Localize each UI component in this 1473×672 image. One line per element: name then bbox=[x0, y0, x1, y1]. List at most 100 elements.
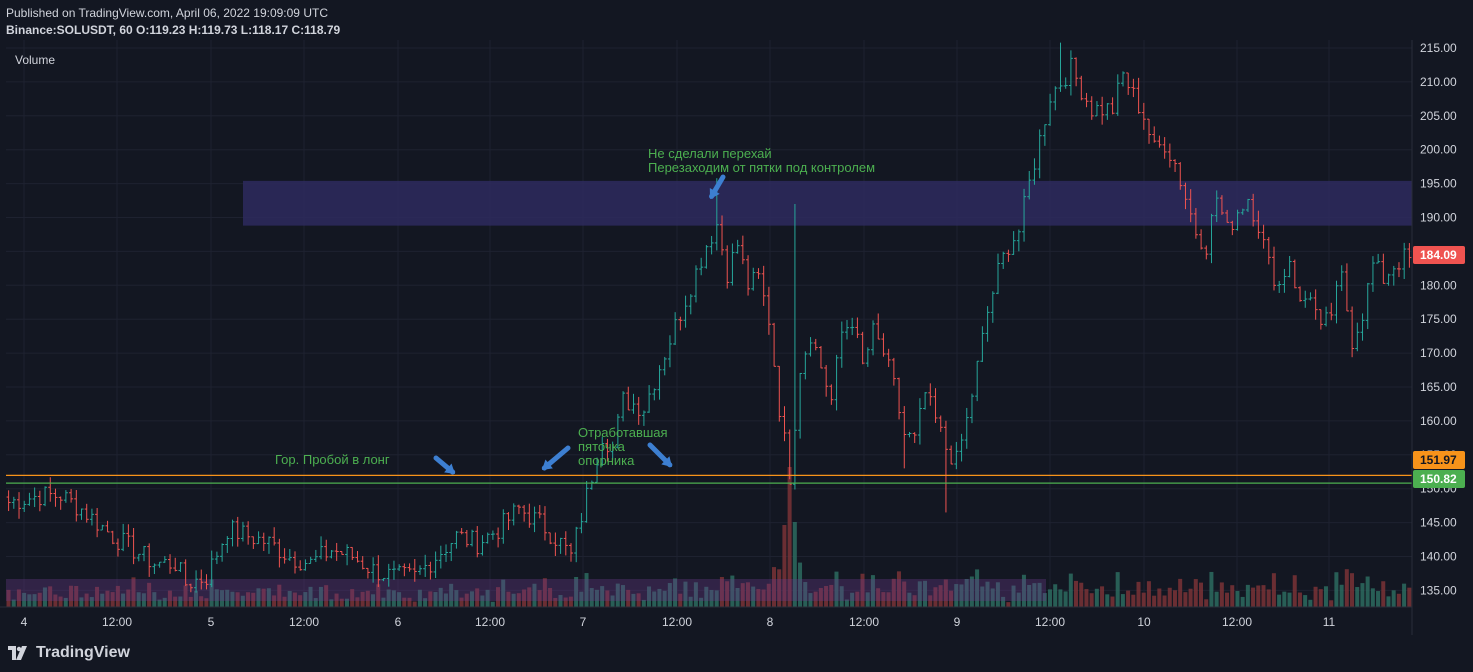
price-tag-label: 184.09 bbox=[1420, 248, 1457, 262]
volume-bar bbox=[22, 592, 27, 607]
volume-bar bbox=[1094, 588, 1099, 607]
volume-bar bbox=[865, 592, 870, 607]
price-tick-label: 195.00 bbox=[1420, 177, 1457, 191]
volume-bar bbox=[1344, 569, 1349, 607]
volume-bar bbox=[318, 586, 323, 607]
volume-bar bbox=[594, 589, 599, 607]
volume-bar bbox=[975, 569, 980, 607]
volume-bar bbox=[1339, 584, 1344, 607]
volume-bar bbox=[188, 596, 193, 607]
volume-bar bbox=[303, 592, 308, 607]
volume-bar bbox=[662, 590, 667, 607]
volume-bar bbox=[1016, 592, 1021, 607]
volume-bar bbox=[225, 589, 230, 607]
tradingview-logo: TradingView bbox=[8, 644, 130, 662]
volume-bar bbox=[1271, 573, 1276, 607]
volume-bar bbox=[1011, 585, 1016, 607]
volume-bar bbox=[1370, 588, 1375, 607]
volume-bar bbox=[1120, 594, 1125, 607]
chart-header: Published on TradingView.com, April 06, … bbox=[6, 5, 340, 39]
volume-bar bbox=[740, 583, 745, 607]
volume-bar bbox=[1355, 587, 1360, 607]
volume-bar bbox=[391, 590, 396, 607]
volume-bar bbox=[1162, 595, 1167, 607]
volume-bar bbox=[42, 587, 47, 607]
volume-indicator-label[interactable]: Volume bbox=[15, 53, 56, 67]
price-tag bbox=[1413, 470, 1465, 488]
volume-bar bbox=[110, 592, 115, 607]
volume-bar bbox=[1027, 584, 1032, 607]
volume-bar bbox=[771, 567, 776, 607]
volume-bar bbox=[449, 583, 454, 607]
volume-bar bbox=[917, 581, 922, 607]
volume-bar bbox=[657, 588, 662, 607]
candles bbox=[6, 42, 1412, 593]
tradingview-logo-icon bbox=[8, 646, 27, 660]
volume-bar bbox=[641, 599, 646, 607]
volume-bar bbox=[105, 590, 110, 607]
volume-bar bbox=[1074, 580, 1079, 607]
volume-bar bbox=[995, 582, 1000, 607]
time-tick-label: 12:00 bbox=[475, 615, 505, 629]
volume-bar bbox=[730, 575, 735, 607]
volume-bar bbox=[985, 581, 990, 607]
volume-bar bbox=[183, 585, 188, 607]
volume-bar bbox=[157, 599, 162, 607]
volume-bar bbox=[516, 593, 521, 607]
volume-bar bbox=[605, 590, 610, 607]
volume-bar bbox=[1256, 585, 1261, 607]
volume-bar bbox=[1297, 592, 1302, 607]
volume-bar bbox=[386, 589, 391, 607]
volume-bar bbox=[1365, 576, 1370, 607]
volume-bar bbox=[443, 593, 448, 607]
volume-bar bbox=[1198, 582, 1204, 607]
volume-bar bbox=[860, 573, 865, 607]
volume-bar bbox=[813, 591, 818, 607]
volume-bar bbox=[152, 592, 157, 607]
volume-bar bbox=[53, 594, 58, 607]
volume-bar bbox=[673, 578, 678, 607]
volume-bar bbox=[167, 590, 172, 607]
volume-bar bbox=[803, 582, 808, 607]
volume-bar bbox=[376, 584, 381, 607]
volume-bar bbox=[1308, 599, 1313, 607]
price-tag bbox=[1413, 246, 1465, 264]
volume-bar bbox=[95, 586, 100, 607]
time-axis: 4 12:00 5 12:00 6 12:00 7 12:00 8 12:00 9 12:00 10 12… bbox=[21, 615, 1336, 629]
volume-bar bbox=[1021, 574, 1026, 607]
volume-bar bbox=[1402, 583, 1407, 607]
volume-bar bbox=[37, 592, 42, 607]
volume-bar bbox=[990, 588, 995, 607]
volume-bar bbox=[48, 586, 53, 607]
volume-bar bbox=[485, 589, 490, 607]
time-tick-label: 4 bbox=[21, 615, 28, 629]
volume-bar bbox=[980, 586, 985, 607]
time-tick-label: 12:00 bbox=[662, 615, 692, 629]
volume-bar bbox=[850, 592, 855, 607]
volume-bar bbox=[636, 593, 641, 607]
volume-bar bbox=[79, 597, 84, 607]
volume-bar bbox=[1225, 592, 1230, 607]
time-tick-label: 12:00 bbox=[1222, 615, 1252, 629]
volume-bar bbox=[84, 593, 89, 607]
volume-bar bbox=[1063, 591, 1068, 607]
volume-bar bbox=[141, 593, 146, 607]
volume-bar bbox=[870, 575, 875, 607]
volume-bar bbox=[1146, 581, 1151, 607]
volume-bar bbox=[89, 597, 94, 607]
volume-bar bbox=[600, 586, 605, 607]
volume-bar bbox=[27, 594, 32, 607]
volume-bar bbox=[506, 591, 511, 607]
volume-bar bbox=[324, 585, 329, 607]
volume-bar bbox=[537, 590, 542, 607]
volume-bar bbox=[1209, 571, 1214, 607]
volume-bar bbox=[1053, 584, 1058, 607]
price-tick-label: 200.00 bbox=[1420, 143, 1457, 157]
volume-bar bbox=[683, 581, 688, 607]
volume-bar bbox=[667, 583, 672, 607]
volume-bar bbox=[532, 583, 537, 607]
volume-bar bbox=[350, 589, 355, 607]
volume-bar bbox=[495, 587, 501, 607]
volume-bar bbox=[1178, 578, 1183, 607]
